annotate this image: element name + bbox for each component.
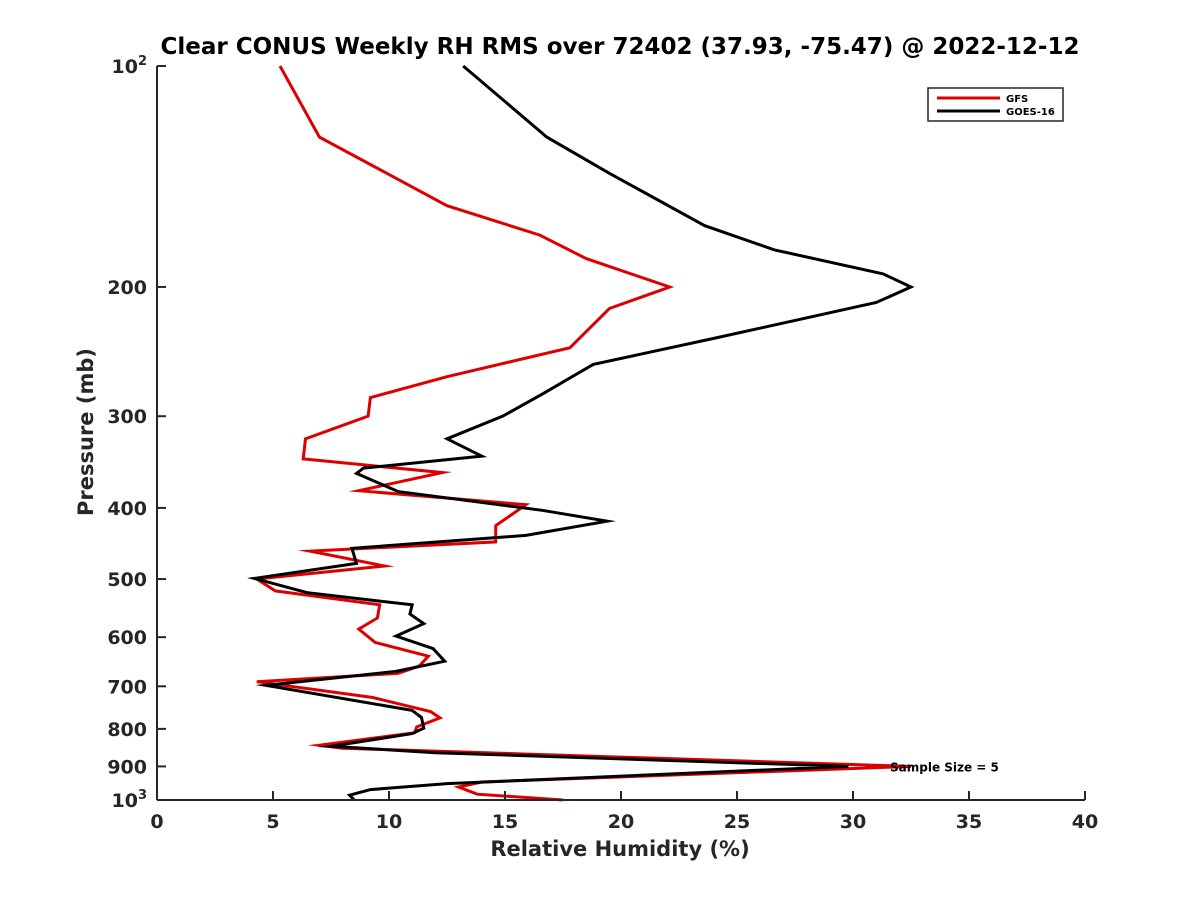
chart-title: Clear CONUS Weekly RH RMS over 72402 (37… <box>161 34 1080 60</box>
x-axis-label: Relative Humidity (%) <box>490 837 749 861</box>
x-tick-label: 40 <box>1072 811 1098 833</box>
y-tick-label: 500 <box>107 569 147 591</box>
x-tick-label: 5 <box>266 811 279 833</box>
x-tick-label: 10 <box>376 811 402 833</box>
x-tick-label: 0 <box>150 811 163 833</box>
y-tick-label: 300 <box>107 406 147 428</box>
y-tick-label: 200 <box>107 277 147 299</box>
x-tick-label: 25 <box>724 811 750 833</box>
y-tick-label: 700 <box>107 676 147 698</box>
series-line-goes-16 <box>247 64 915 802</box>
legend-label-gfs: GFS <box>1006 94 1028 105</box>
plot-area: 0 5 10 15 20 25 30 35 40 102 200 300 400 500 600 700 800… <box>107 54 1098 833</box>
x-tick-label: 30 <box>840 811 866 833</box>
y-tick-label: 800 <box>107 719 147 741</box>
series-layer <box>247 64 915 802</box>
x-tick-label: 15 <box>492 811 518 833</box>
sample-size-annotation: Sample Size = 5 <box>890 760 999 774</box>
legend-box <box>927 87 1064 122</box>
y-tick-label: 600 <box>107 627 147 649</box>
axes-layer: 0 5 10 15 20 25 30 35 40 102 200 300 400 500 600 700 800… <box>107 54 1098 833</box>
y-tick-label: 103 <box>112 788 148 812</box>
y-tick-label: 102 <box>112 54 148 78</box>
legend: GFS GOES-16 <box>927 87 1064 122</box>
x-tick-label: 20 <box>608 811 634 833</box>
legend-label-goes-16: GOES-16 <box>1006 107 1055 118</box>
y-tick-label: 400 <box>107 498 147 520</box>
x-tick-label: 35 <box>956 811 982 833</box>
y-tick-label: 900 <box>107 756 147 778</box>
y-axis-label: Pressure (mb) <box>74 348 98 516</box>
